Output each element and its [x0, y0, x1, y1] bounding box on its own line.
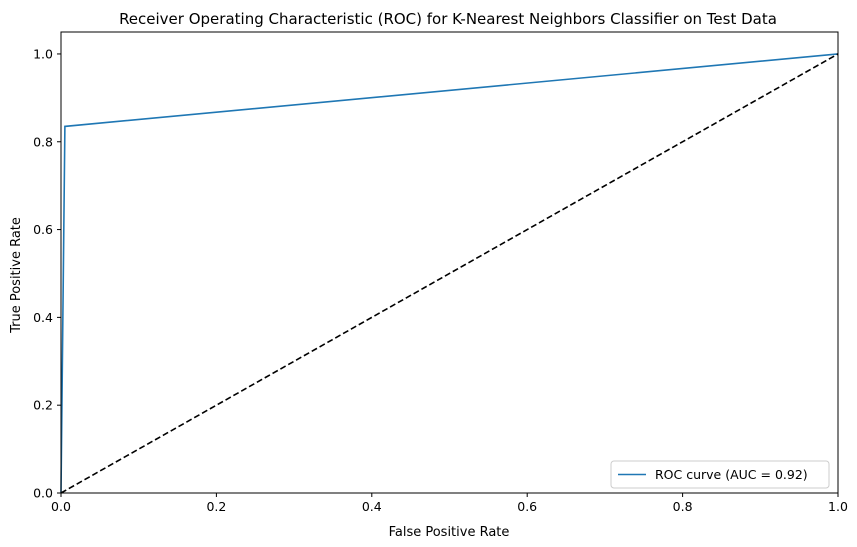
chance-diagonal-line — [60, 53, 839, 494]
y-tick-label: 1.0 — [33, 46, 53, 61]
ticks-layer: 0.0 0.2 0.4 0.6 0.8 1.0 0.0 0.2 0.4 0.6 0.8 1.0 — [33, 46, 848, 514]
x-tick-label: 0.0 — [51, 499, 71, 514]
legend-label-roc-curve: ROC curve (AUC = 0.92) — [655, 467, 808, 482]
y-tick-label: 0.0 — [33, 486, 53, 501]
plot-frame — [60, 31, 839, 494]
y-axis-label: True Positive Rate — [9, 217, 24, 334]
y-tick-label: 0.6 — [33, 222, 53, 237]
x-axis-label: False Positive Rate — [389, 525, 510, 540]
y-tick-label: 0.4 — [33, 310, 53, 325]
x-tick-label: 0.8 — [673, 499, 693, 514]
series-layer — [60, 53, 839, 494]
y-tick-label: 0.8 — [33, 134, 53, 149]
legend: ROC curve (AUC = 0.92) — [610, 460, 830, 489]
chart-title: Receiver Operating Characteristic (ROC) … — [119, 10, 777, 28]
x-tick-label: 0.4 — [362, 499, 382, 514]
x-tick-label: 0.2 — [206, 499, 226, 514]
x-tick-label: 1.0 — [828, 499, 848, 514]
y-tick-label: 0.2 — [33, 398, 53, 413]
roc-curve-line — [60, 53, 839, 494]
x-tick-label: 0.6 — [517, 499, 537, 514]
legend-box — [610, 460, 830, 489]
